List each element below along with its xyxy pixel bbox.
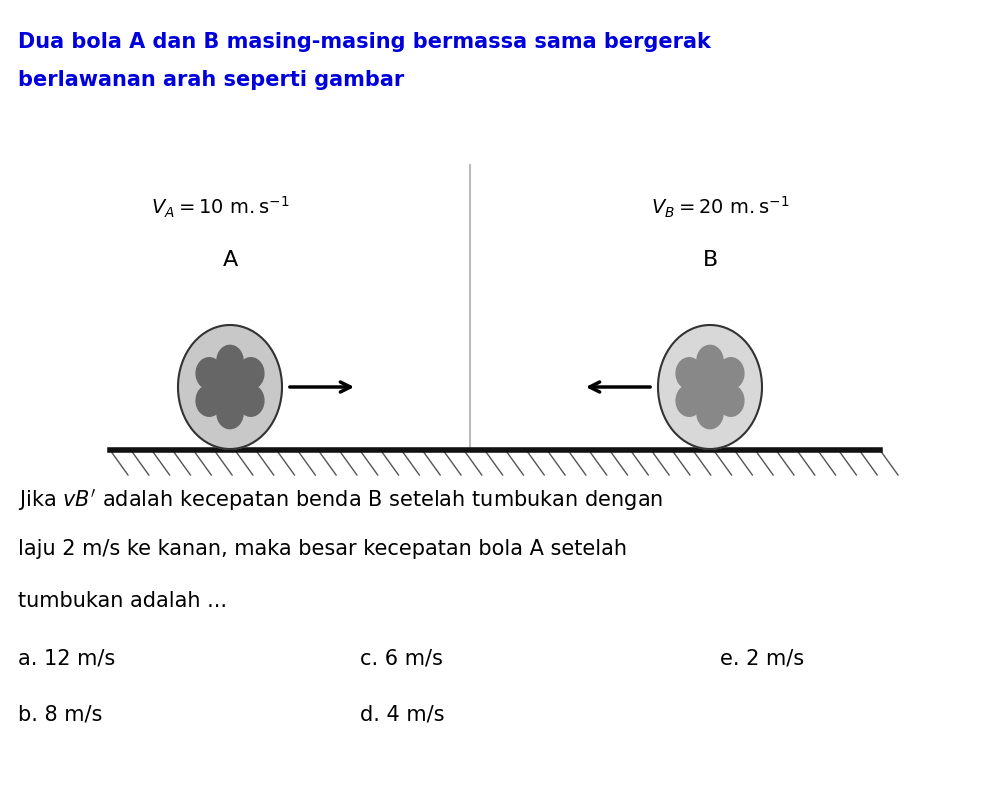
Ellipse shape <box>718 358 743 389</box>
Text: Jika $vB'$ adalah kecepatan benda B setelah tumbukan dengan: Jika $vB'$ adalah kecepatan benda B sete… <box>18 487 664 513</box>
Text: e. 2 m/s: e. 2 m/s <box>720 649 805 669</box>
Text: d. 4 m/s: d. 4 m/s <box>360 705 445 725</box>
Ellipse shape <box>196 358 222 389</box>
Text: Dua bola A dan B masing-masing bermassa sama bergerak: Dua bola A dan B masing-masing bermassa … <box>18 32 711 52</box>
Text: A: A <box>223 250 238 270</box>
Ellipse shape <box>178 325 282 449</box>
Ellipse shape <box>238 385 264 417</box>
Text: laju 2 m/s ke kanan, maka besar kecepatan bola A setelah: laju 2 m/s ke kanan, maka besar kecepata… <box>18 539 627 559</box>
Ellipse shape <box>658 325 762 449</box>
Text: a. 12 m/s: a. 12 m/s <box>18 649 115 669</box>
Ellipse shape <box>676 385 702 417</box>
Ellipse shape <box>238 358 264 389</box>
Ellipse shape <box>697 398 723 428</box>
Ellipse shape <box>217 345 244 376</box>
Ellipse shape <box>676 358 702 389</box>
Ellipse shape <box>215 370 245 405</box>
Text: b. 8 m/s: b. 8 m/s <box>18 705 103 725</box>
Ellipse shape <box>697 345 723 376</box>
Text: $V_A = 10\ \mathrm{m.s}^{-1}$: $V_A = 10\ \mathrm{m.s}^{-1}$ <box>151 195 289 220</box>
Text: B: B <box>702 250 718 270</box>
Ellipse shape <box>695 370 725 405</box>
Text: tumbukan adalah ...: tumbukan adalah ... <box>18 591 227 611</box>
Text: $V_B = 20\ \mathrm{m.s}^{-1}$: $V_B = 20\ \mathrm{m.s}^{-1}$ <box>651 195 789 220</box>
Ellipse shape <box>217 398 244 428</box>
Ellipse shape <box>718 385 743 417</box>
Text: c. 6 m/s: c. 6 m/s <box>360 649 443 669</box>
Text: berlawanan arah seperti gambar: berlawanan arah seperti gambar <box>18 70 404 90</box>
Ellipse shape <box>196 385 222 417</box>
